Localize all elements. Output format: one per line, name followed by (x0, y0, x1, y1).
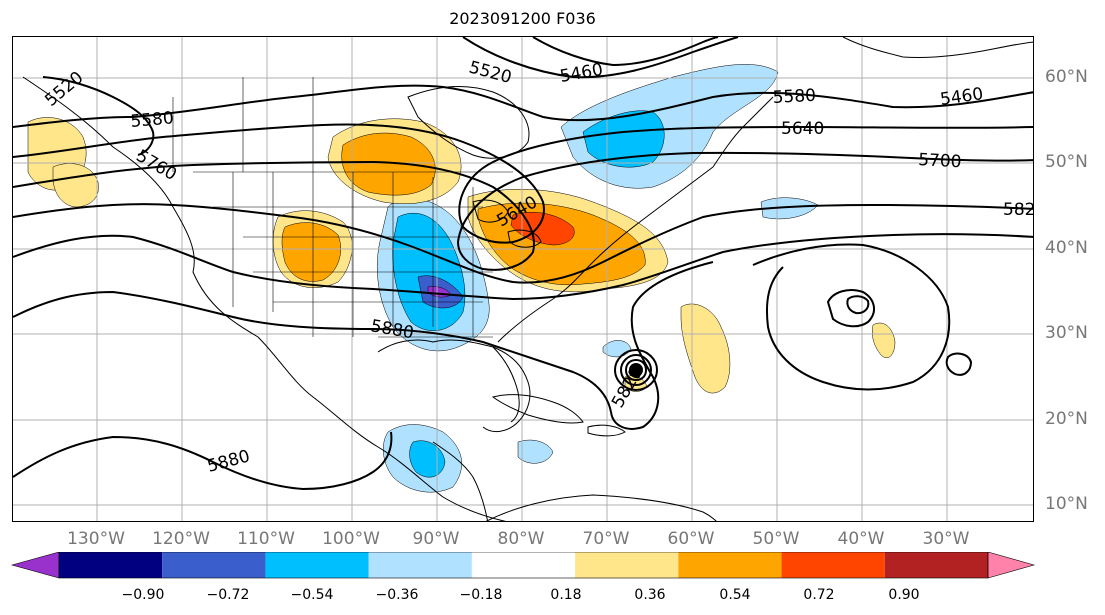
colorbar-tick: −0.72 (206, 587, 250, 603)
lon-label-120w: 120°W (152, 529, 210, 549)
contour-hurricane-ring-2 (619, 353, 653, 387)
colorbar-tick: 0.36 (634, 587, 666, 603)
colorbar-tick: −0.90 (121, 587, 165, 603)
colorbar (10, 552, 1036, 579)
lat-label-60n: 60°N (1045, 67, 1088, 87)
map-canvas: 5520 5580 5460 5460 5580 5640 5700 5820 … (13, 37, 1034, 521)
contour-5580 (13, 84, 1033, 128)
lon-label-80w: 80°W (497, 529, 545, 549)
lat-label-10n: 10°N (1045, 494, 1088, 514)
contour-label: 5880 (205, 446, 252, 477)
contour-5880-top (13, 290, 612, 413)
lon-label-60w: 60°W (667, 529, 715, 549)
pos-region-atlantic-central (680, 303, 731, 394)
colorbar-extend-max (987, 552, 1036, 579)
colorbar-segment (368, 552, 472, 578)
colorbar-segment (678, 552, 782, 578)
lat-label-40n: 40°N (1045, 238, 1088, 258)
colorbar-tick: 0.54 (719, 587, 751, 603)
lon-label-30w: 30°W (922, 529, 970, 549)
contour-label: 5820 (1003, 200, 1034, 220)
height-contours (13, 37, 1033, 491)
contour-hurricane-ring-3 (624, 358, 648, 382)
contour-label: 5460 (939, 84, 985, 110)
lon-label-130w: 130°W (67, 529, 125, 549)
contour-loop-atlantic-inner (846, 295, 870, 315)
contour-loop-east-small (945, 352, 973, 376)
contour-label: 5520 (467, 58, 514, 89)
coast-south-america (485, 494, 717, 521)
colorbar-segment (884, 552, 988, 578)
contour-5460-north (532, 37, 719, 67)
colorbar-segment (162, 552, 266, 578)
contour-label: 5580 (772, 86, 816, 108)
colorbar-segment (781, 552, 885, 578)
lon-label-50w: 50°W (752, 529, 800, 549)
pos-region-atlantic-east (872, 322, 896, 358)
coast-hispaniola (587, 424, 626, 437)
lon-label-70w: 70°W (582, 529, 630, 549)
contour-label: 5460 (558, 60, 604, 87)
coast-north-america-west (22, 76, 507, 521)
colorbar-segment (265, 552, 369, 578)
hurricane-center (629, 363, 643, 377)
contour-5640 (13, 123, 1033, 244)
lon-label-90w: 90°W (412, 529, 460, 549)
lat-label-20n: 20°N (1045, 409, 1088, 429)
contour-5820 (13, 233, 1033, 301)
neg-region-labrador-core (582, 110, 665, 168)
coast-great-lakes (472, 199, 542, 248)
contour-label: 5700 (918, 150, 962, 172)
contour-label: 5580 (130, 108, 175, 132)
colorbar-tick: −0.36 (375, 587, 419, 603)
coast-gulf-of-mexico (377, 339, 531, 433)
colorbar-tick: 0.72 (803, 587, 835, 603)
contour-5700 (13, 151, 1033, 271)
neg-region-caribbean-small (517, 439, 554, 464)
colorbar-tick: −0.54 (290, 587, 334, 603)
pos-region-pacific-west (52, 163, 99, 208)
coast-florida (492, 346, 520, 423)
map-panel: 5520 5580 5460 5460 5580 5640 5700 5820 … (12, 36, 1034, 522)
lat-label-50n: 50°N (1045, 152, 1088, 172)
coast-cuba (491, 394, 584, 424)
lon-label-100w: 100°W (322, 529, 380, 549)
colorbar-segment (59, 552, 163, 578)
contour-label: 5640 (781, 119, 824, 139)
lon-label-110w: 110°W (237, 529, 295, 549)
contour-label: 5520 (41, 68, 87, 111)
contour-5520-north (462, 37, 739, 79)
contour-west-coast-loop (42, 76, 155, 156)
colorbar-segment (471, 552, 576, 578)
contour-5880-south (13, 431, 393, 491)
colorbar-segments (10, 552, 1036, 579)
contour-hurricane-ring-1 (613, 348, 659, 392)
contour-5760 (13, 203, 1033, 284)
contour-loop-atlantic (826, 289, 875, 328)
coast-us-east (497, 166, 714, 343)
lon-label-40w: 40°W (837, 529, 885, 549)
map-title: 2023091200 F036 (449, 9, 596, 28)
colorbar-tick: 0.18 (550, 587, 582, 603)
coastlines (22, 37, 1033, 521)
colorbar-extend-min (10, 552, 60, 579)
colorbar-tick: 0.90 (888, 587, 920, 603)
coast-hudson-bay (407, 86, 530, 159)
coast-central-america (432, 441, 489, 521)
colorbar-segment (575, 552, 679, 578)
contour-5880-east (752, 243, 951, 391)
colorbar-frame (58, 552, 989, 579)
colorbar-tick: −0.18 (459, 587, 503, 603)
coast-greenland (842, 37, 1033, 59)
neg-region-mexico-core (409, 440, 446, 478)
lat-label-30n: 30°N (1045, 323, 1088, 343)
anomaly-fields (27, 64, 896, 493)
